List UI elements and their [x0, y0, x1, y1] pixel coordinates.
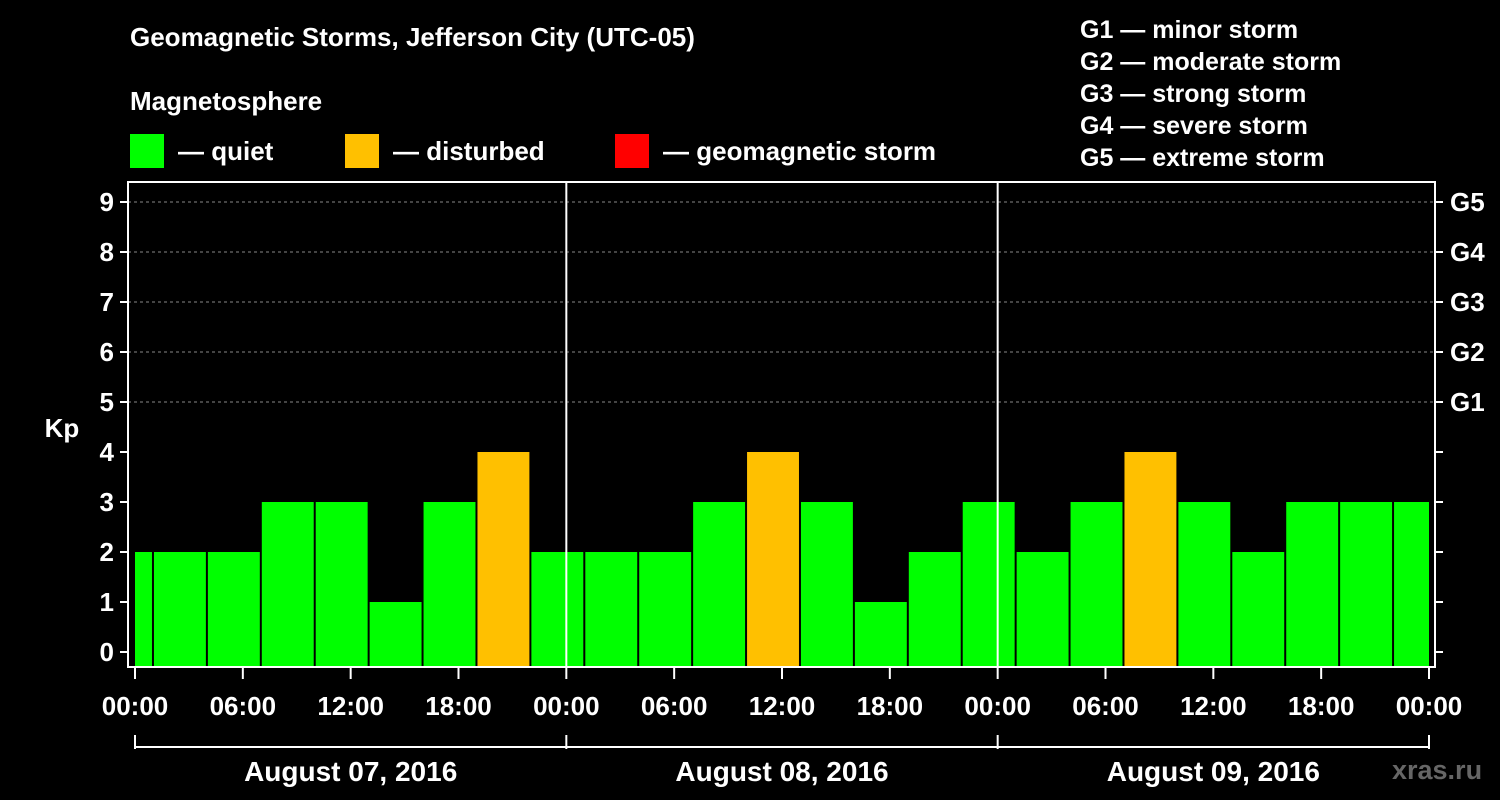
- day-label-2: August 08, 2016: [675, 756, 888, 787]
- kp-bar-9: [531, 552, 584, 667]
- kp-bar-10: [585, 552, 638, 667]
- legend-swatch-disturbed: [345, 134, 379, 168]
- kp-bar-5: [315, 502, 368, 667]
- y-axis-label: Kp: [45, 413, 80, 443]
- storm-scale-g3: G3 — strong storm: [1080, 80, 1307, 108]
- legend-swatch-quiet: [130, 134, 164, 168]
- chart-title: Geomagnetic Storms, Jefferson City (UTC-…: [130, 22, 695, 52]
- grid-lines: [128, 201, 1435, 403]
- x-tick-label-7: 18:00: [857, 691, 924, 721]
- x-tick-label-5: 06:00: [641, 691, 708, 721]
- kp-bar-14: [800, 502, 853, 667]
- y-tick-label-0: 0: [100, 637, 114, 667]
- y-tick-label-9: 9: [100, 187, 114, 217]
- storm-scale-g4: G4 — severe storm: [1080, 112, 1308, 140]
- kp-bar-11: [639, 552, 692, 667]
- legend-label-quiet: — quiet: [178, 135, 274, 166]
- y-tick-label-3: 3: [100, 487, 114, 517]
- x-tick-label-8: 00:00: [964, 691, 1031, 721]
- kp-bar-21: [1178, 502, 1231, 667]
- kp-bar-12: [693, 502, 746, 667]
- legend-item-disturbed: — disturbed: [345, 134, 545, 168]
- kp-bar-22: [1232, 552, 1285, 667]
- x-tick-label-4: 00:00: [533, 691, 600, 721]
- x-tick-label-10: 12:00: [1180, 691, 1247, 721]
- y-tick-label-7: 7: [100, 287, 114, 317]
- right-tick-label-g1: G1: [1450, 387, 1485, 417]
- x-tick-label-6: 12:00: [749, 691, 816, 721]
- kp-bar-16: [908, 552, 961, 667]
- brand-watermark: xras.ru: [1392, 755, 1483, 785]
- kp-bar-24: [1340, 502, 1393, 667]
- kp-bar-8: [477, 452, 530, 667]
- y-tick-label-4: 4: [100, 437, 115, 467]
- y-tick-label-8: 8: [100, 237, 114, 267]
- storm-scale-legend: G1 — minor storm G2 — moderate storm G3 …: [1080, 14, 1341, 174]
- right-tick-label-g2: G2: [1450, 337, 1485, 367]
- kp-bar-2: [153, 552, 206, 667]
- kp-bar-6: [369, 602, 422, 667]
- kp-bar-1: [135, 552, 152, 667]
- kp-bar-23: [1286, 502, 1339, 667]
- legend-label-storm: — geomagnetic storm: [663, 135, 937, 166]
- right-tick-label-g4: G4: [1450, 237, 1485, 267]
- x-tick-label-2: 12:00: [317, 691, 384, 721]
- y-tick-label-2: 2: [100, 537, 114, 567]
- day-label-1: August 07, 2016: [244, 756, 457, 787]
- y-tick-label-1: 1: [100, 587, 114, 617]
- legend-item-quiet: — quiet: [130, 134, 273, 168]
- y-tick-label-5: 5: [100, 387, 114, 417]
- kp-bar-17: [962, 502, 1015, 667]
- storm-scale-g5: G5 — extreme storm: [1080, 144, 1325, 172]
- chart-axes: 0 1 2 3 4 5 6 7 8 9 G1 G2 G3 G4 G5 00:00 06:00 12:00 18:00…: [100, 181, 1485, 787]
- legend-swatch-storm: [615, 134, 649, 168]
- x-tick-label-0: 00:00: [102, 691, 169, 721]
- kp-bar-25: [1394, 502, 1429, 667]
- x-tick-label-12: 00:00: [1396, 691, 1463, 721]
- legend-label-disturbed: — disturbed: [393, 135, 545, 166]
- legend-item-storm: — geomagnetic storm: [615, 134, 936, 168]
- x-tick-label-11: 18:00: [1288, 691, 1355, 721]
- kp-bar-3: [207, 552, 260, 667]
- kp-bar-15: [854, 602, 907, 667]
- y-tick-label-6: 6: [100, 337, 114, 367]
- storm-scale-g2: G2 — moderate storm: [1080, 48, 1342, 76]
- kp-bar-7: [423, 502, 476, 667]
- day-label-3: August 09, 2016: [1107, 756, 1320, 787]
- kp-bar-13: [747, 452, 799, 667]
- x-tick-label-9: 06:00: [1072, 691, 1139, 721]
- legend-heading: Magnetosphere: [130, 86, 323, 116]
- bar-series: [135, 452, 1429, 667]
- storm-scale-g1: G1 — minor storm: [1080, 16, 1299, 44]
- kp-bar-18: [1016, 552, 1069, 667]
- right-tick-label-g5: G5: [1450, 187, 1485, 217]
- right-tick-label-g3: G3: [1450, 287, 1485, 317]
- kp-bar-19: [1070, 502, 1123, 667]
- x-tick-label-1: 06:00: [210, 691, 277, 721]
- x-tick-label-3: 18:00: [425, 691, 492, 721]
- kp-bar-4: [261, 502, 314, 667]
- kp-bar-20: [1124, 452, 1177, 667]
